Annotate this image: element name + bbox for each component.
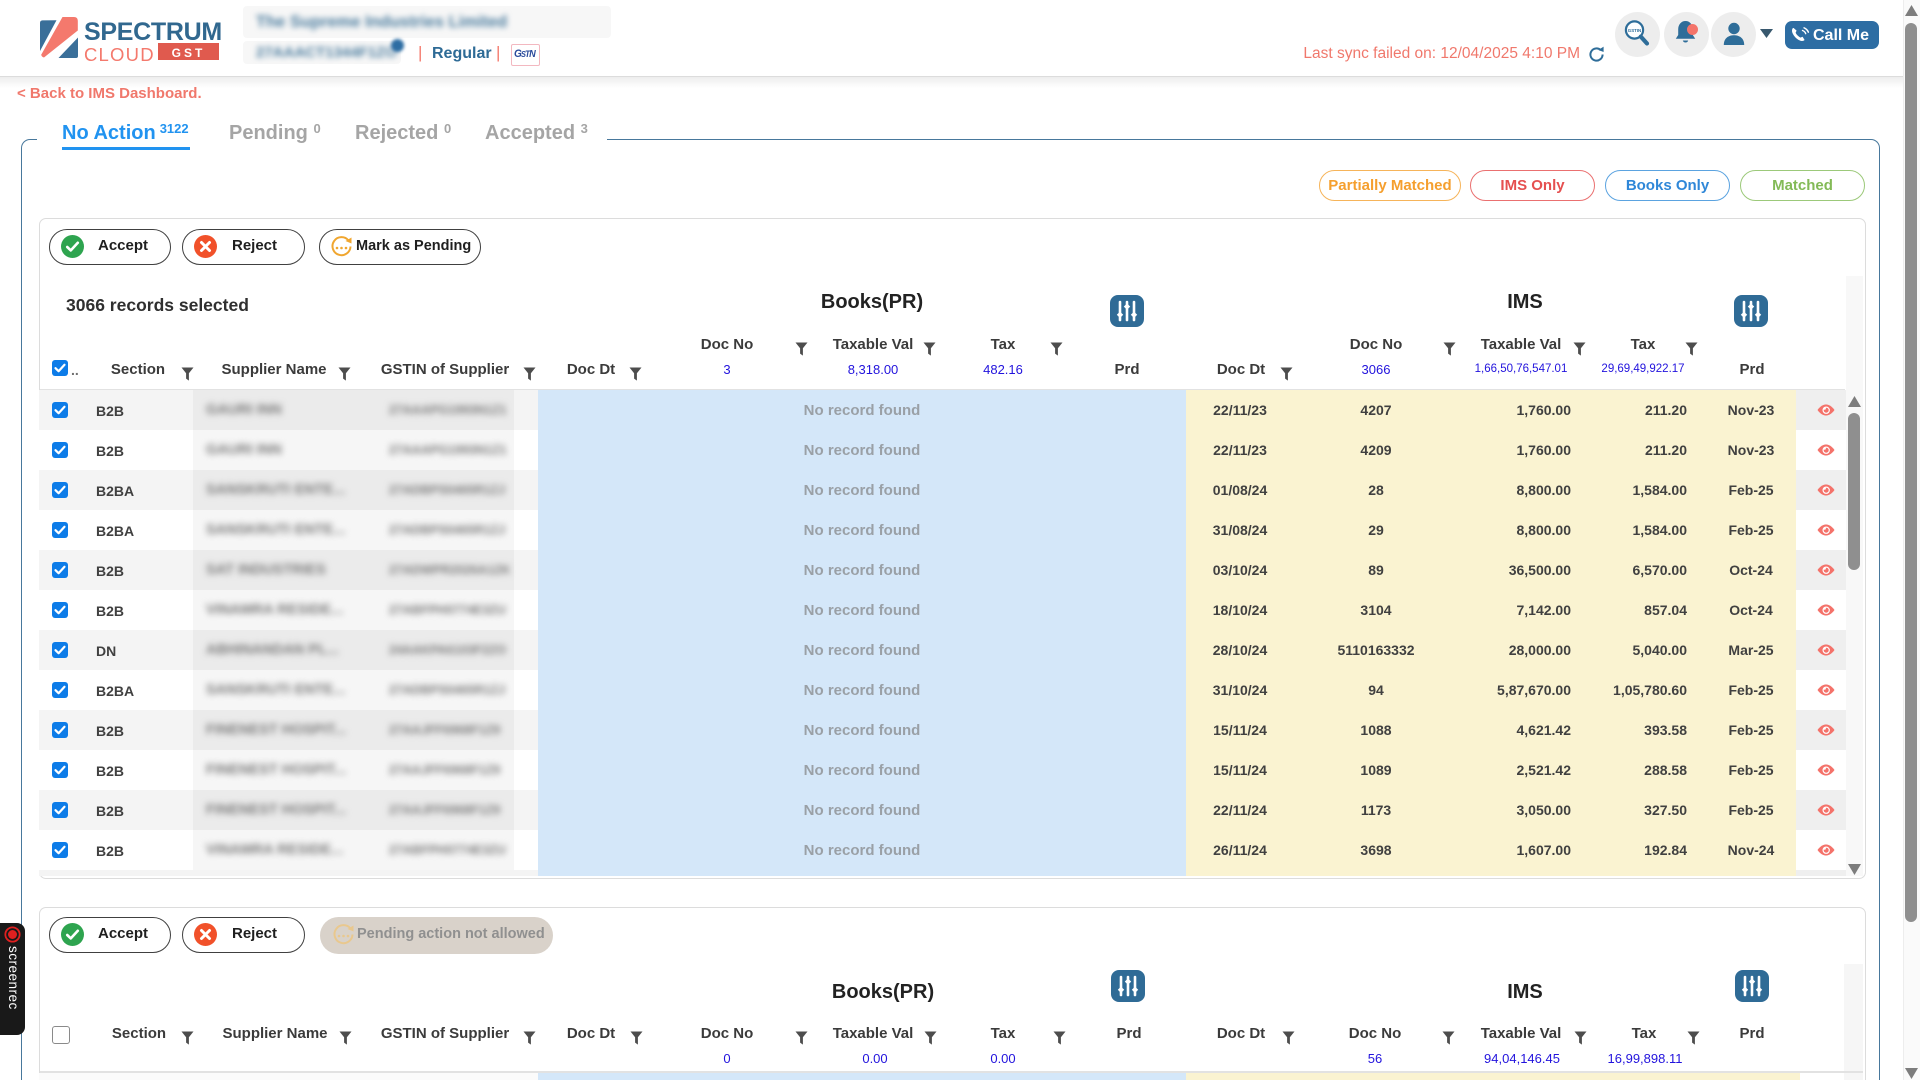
- svg-text:GSTIN: GSTIN: [1628, 28, 1641, 33]
